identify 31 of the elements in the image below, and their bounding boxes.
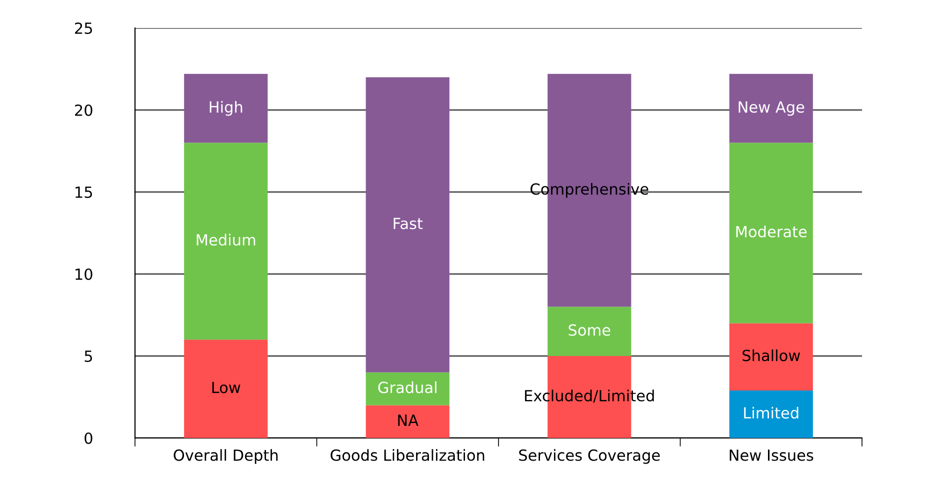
data-label: NA [398,414,418,426]
bar [184,340,268,438]
data-label: Low [212,382,240,394]
data-label: Comprehensive [530,182,648,198]
bar [184,74,268,143]
y-tick-label: 25 [75,22,92,34]
bar [366,372,450,406]
data-label: Limited [744,406,798,419]
bar [729,74,813,143]
bar [366,405,450,438]
x-tick-label: Goods Liberalization [330,449,484,461]
x-tick-label: Overall Depth [174,449,278,464]
bar [366,77,450,372]
data-label: Moderate [736,226,807,238]
bar [184,142,268,340]
x-tick-label: New Issues [730,450,814,461]
data-label: Medium [196,234,256,246]
data-label: Gradual [378,381,436,394]
x-tick-label: Services Coverage [519,449,660,464]
y-tick-label: 0 [84,432,92,444]
y-tick-label: 10 [76,268,92,280]
data-label: Fast [394,218,423,230]
data-label: Some [568,324,610,336]
data-label: High [210,100,242,116]
y-tick-label: 5 [84,350,92,362]
bar [548,306,632,356]
bar [729,390,813,438]
y-tick-label: 20 [75,104,92,116]
data-label: Shallow [742,349,800,362]
data-label: New Age [738,101,804,116]
y-tick-label: 15 [76,186,92,198]
